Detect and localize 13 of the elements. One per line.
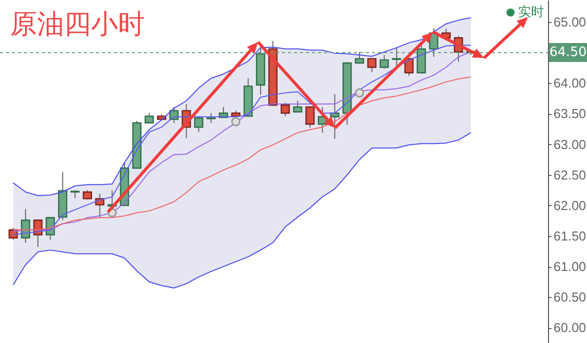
y-tick-label: 63.00	[554, 136, 586, 152]
y-tick-label: 63.50	[554, 106, 586, 122]
chart-title: 原油四小时	[10, 8, 145, 42]
y-tick-label: 65.00	[554, 14, 586, 30]
y-tick-label: 61.00	[554, 259, 586, 274]
ref-line-label: 64.50	[549, 43, 587, 62]
y-tick-label: 64.00	[554, 76, 586, 91]
y-tick-label: 62.50	[554, 167, 586, 182]
y-tick-label: 60.00	[554, 320, 586, 336]
y-tick-label: 62.00	[554, 198, 586, 213]
y-tick-label: 61.50	[554, 228, 586, 244]
text: 实时	[518, 4, 544, 21]
y-tick-label: 60.50	[554, 290, 586, 305]
